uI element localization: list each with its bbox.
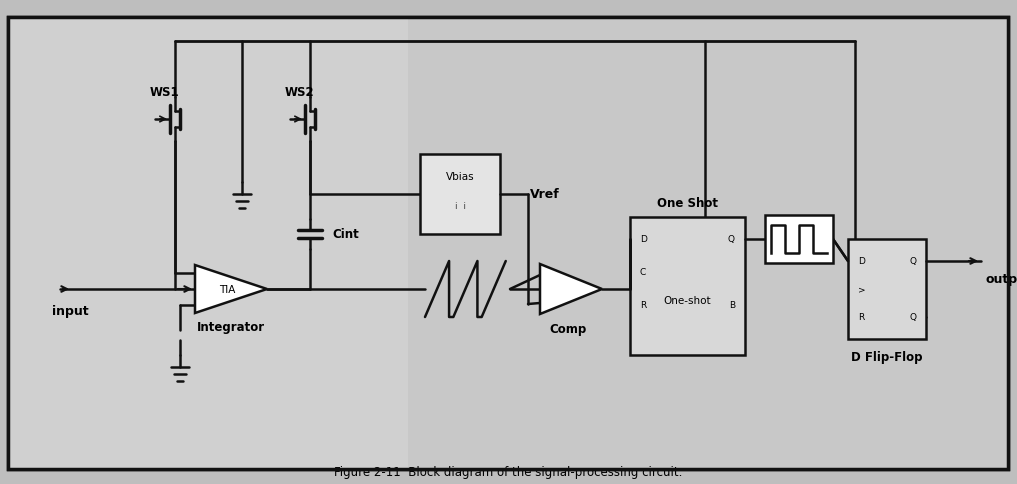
Bar bbox=[420, 155, 500, 235]
Text: B: B bbox=[729, 301, 735, 310]
Text: R: R bbox=[640, 301, 646, 310]
Bar bbox=[8, 18, 408, 469]
Text: Integrator: Integrator bbox=[197, 321, 265, 334]
Text: C: C bbox=[640, 268, 646, 277]
Text: WS1: WS1 bbox=[149, 85, 180, 98]
Bar bbox=[408, 18, 1008, 469]
Text: TIA: TIA bbox=[220, 285, 236, 294]
Text: D: D bbox=[858, 257, 864, 266]
Bar bbox=[630, 217, 745, 355]
Text: One-shot: One-shot bbox=[664, 295, 711, 305]
Text: Vref: Vref bbox=[530, 188, 559, 201]
Text: i  i: i i bbox=[455, 202, 466, 211]
Text: output: output bbox=[986, 273, 1017, 286]
Text: R: R bbox=[858, 313, 864, 322]
Text: D: D bbox=[640, 235, 647, 244]
Text: WS2: WS2 bbox=[285, 85, 314, 98]
Bar bbox=[765, 215, 833, 263]
Text: Figure 2-11  Block diagram of the signal-processing circuit.: Figure 2-11 Block diagram of the signal-… bbox=[334, 466, 682, 479]
Text: Cint: Cint bbox=[332, 228, 359, 241]
Text: One Shot: One Shot bbox=[657, 197, 718, 210]
Text: Comp: Comp bbox=[549, 323, 587, 336]
Text: Vbias: Vbias bbox=[445, 172, 474, 182]
Polygon shape bbox=[540, 264, 602, 314]
Text: Q: Q bbox=[909, 313, 916, 322]
Text: input: input bbox=[52, 305, 88, 318]
Bar bbox=[848, 240, 926, 339]
Text: D Flip-Flop: D Flip-Flop bbox=[851, 351, 922, 364]
Text: Q: Q bbox=[909, 257, 916, 266]
Polygon shape bbox=[195, 265, 267, 313]
Text: >: > bbox=[858, 285, 865, 294]
Text: Q: Q bbox=[728, 235, 735, 244]
